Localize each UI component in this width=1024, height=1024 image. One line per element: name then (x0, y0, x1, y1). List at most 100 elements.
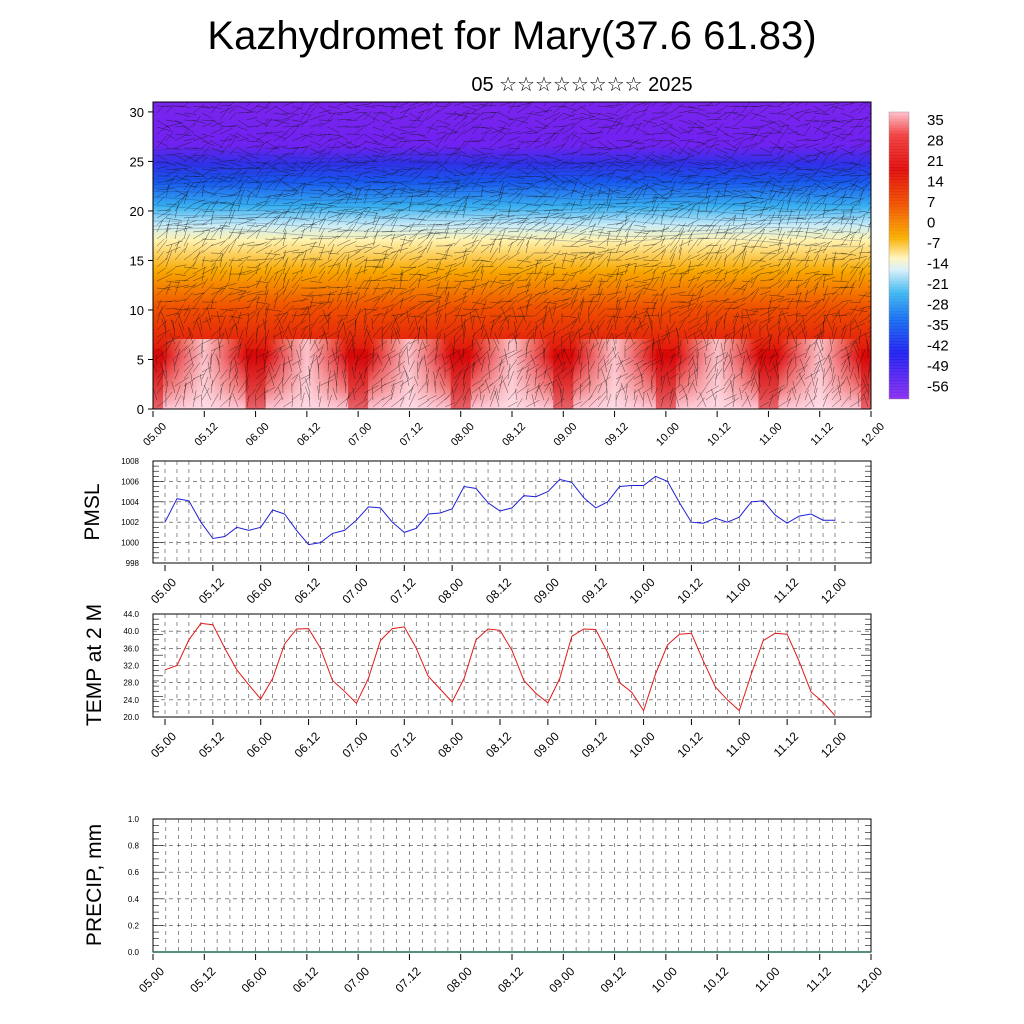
wind-barb (570, 133, 582, 139)
wind-barb (822, 106, 834, 114)
wind-barb (759, 401, 770, 408)
wind-barb (768, 247, 784, 254)
wind-barb (651, 262, 662, 268)
wind-barb (183, 334, 191, 345)
wind-barb (651, 292, 659, 303)
wind-barb (480, 217, 496, 219)
wind-barb (804, 159, 817, 163)
wind-barb (210, 288, 221, 303)
wind-barb (543, 237, 555, 247)
wind-barb (588, 202, 598, 212)
wind-barb (831, 381, 846, 394)
wind-barb (813, 126, 830, 135)
wind-barb (219, 159, 238, 163)
chart-subtitle: 05 ☆☆☆☆☆☆☆☆ 2025 (471, 74, 693, 96)
wind-barb (192, 168, 207, 179)
wind-barb (426, 258, 438, 261)
wind-barb (471, 297, 481, 310)
wind-barb (453, 110, 468, 121)
y-tick-label: 0.4 (128, 895, 140, 904)
wind-barb (615, 357, 631, 366)
wind-barb (552, 262, 556, 275)
wind-barb (798, 372, 806, 387)
wind-barb (606, 363, 612, 380)
wind-barb (633, 165, 646, 177)
wind-barb (458, 351, 464, 366)
wind-barb (687, 161, 704, 167)
wind-barb (489, 247, 498, 261)
wind-barb (813, 161, 825, 177)
wind-barb (165, 184, 170, 198)
wind-barb (371, 385, 374, 401)
wind-barb (507, 266, 524, 269)
wind-barb (867, 166, 871, 170)
wind-barb (351, 366, 356, 380)
wind-barb (219, 194, 238, 198)
wind-barb (525, 102, 532, 107)
wind-barb (696, 148, 705, 156)
wind-barb (696, 243, 713, 254)
wind-barb (183, 218, 189, 233)
wind-barb (741, 245, 755, 248)
x-tick-label: 09.12 (603, 421, 631, 449)
wind-barb (858, 185, 868, 198)
wind-barb (849, 184, 858, 198)
wind-barb (714, 189, 725, 196)
wind-barb (642, 144, 655, 149)
wind-barb (552, 159, 563, 163)
wind-barb (651, 114, 668, 121)
wind-barb (678, 224, 690, 227)
wind-barb (372, 297, 381, 310)
wind-barb (363, 259, 382, 262)
wind-barb (613, 314, 617, 331)
wind-barb (840, 168, 853, 170)
wind-barb (363, 105, 375, 108)
wind-barb (231, 314, 239, 331)
wind-barb (624, 164, 636, 170)
wind-barb (291, 393, 301, 401)
wind-barb (588, 146, 607, 149)
wind-barb (759, 132, 771, 135)
x-tick-label: 09.00 (531, 575, 562, 606)
wind-barb (642, 359, 656, 366)
wind-barb (493, 338, 500, 352)
wind-barb (543, 224, 555, 240)
wind-barb (525, 300, 530, 317)
wind-barb (745, 391, 752, 408)
wind-barb (597, 162, 607, 170)
wind-barb (498, 326, 504, 338)
wind-barb (838, 309, 842, 324)
wind-barb (381, 133, 398, 142)
wind-barb (345, 317, 356, 324)
wind-barb (273, 364, 281, 380)
wind-barb (453, 223, 465, 226)
wind-barb (696, 177, 709, 191)
wind-barb (246, 374, 249, 387)
wind-barb (768, 269, 780, 275)
wind-barb (156, 126, 173, 132)
wind-barb (704, 352, 707, 366)
wind-barb (606, 273, 624, 276)
wind-barb (579, 377, 590, 387)
wind-barb (498, 240, 502, 254)
wind-barb (327, 235, 340, 240)
wind-barb (750, 349, 765, 359)
wind-barb (863, 393, 869, 408)
wind-barb (399, 341, 411, 352)
wind-barb (183, 305, 190, 317)
wind-barb (336, 195, 348, 205)
wind-barb (344, 380, 347, 394)
wind-barb (318, 137, 333, 149)
wind-barb (210, 161, 229, 167)
wind-barb (489, 136, 503, 149)
wind-barb (237, 286, 250, 289)
wind-barb (453, 368, 464, 380)
wind-barb (804, 289, 808, 303)
wind-barb (291, 374, 299, 387)
wind-barb (633, 207, 649, 212)
wind-barb (552, 146, 564, 156)
wind-barb (606, 319, 612, 331)
wind-barb (444, 332, 446, 345)
wind-barb (516, 359, 526, 366)
wind-barb (678, 339, 682, 352)
